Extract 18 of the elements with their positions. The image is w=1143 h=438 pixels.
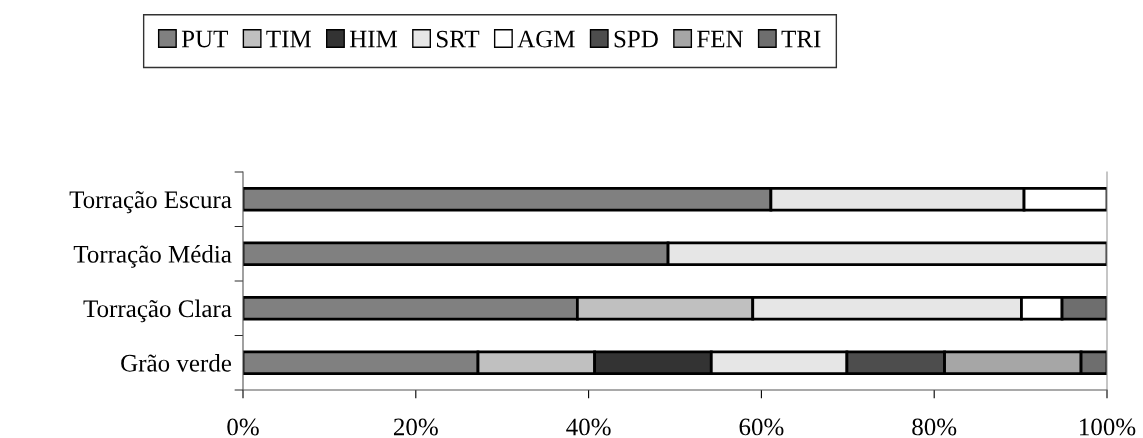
x-tick-label: 40% xyxy=(566,418,611,436)
legend-label: TRI xyxy=(781,30,821,48)
legend-label: FEN xyxy=(697,30,744,48)
legend-label: PUT xyxy=(181,30,228,48)
x-tick-label: 80% xyxy=(912,418,957,436)
legend-label: SPD xyxy=(614,30,658,48)
legend-label: HIM xyxy=(349,30,398,48)
y-tick-label: Grão verde xyxy=(121,354,232,372)
x-tick-label: 60% xyxy=(739,418,784,436)
legend-label: TIM xyxy=(266,30,311,48)
y-tick-label: Torração Média xyxy=(73,245,232,268)
x-tick-label: 20% xyxy=(393,418,438,436)
legend-label: AGM xyxy=(517,30,575,48)
x-tick-label: 0% xyxy=(227,418,259,436)
y-tick-label: Torração Escura xyxy=(69,191,232,214)
x-tick-label: 100% xyxy=(1080,418,1136,436)
legend-label: SRT xyxy=(436,30,480,48)
y-tick-label: Torração Clara xyxy=(83,299,232,323)
